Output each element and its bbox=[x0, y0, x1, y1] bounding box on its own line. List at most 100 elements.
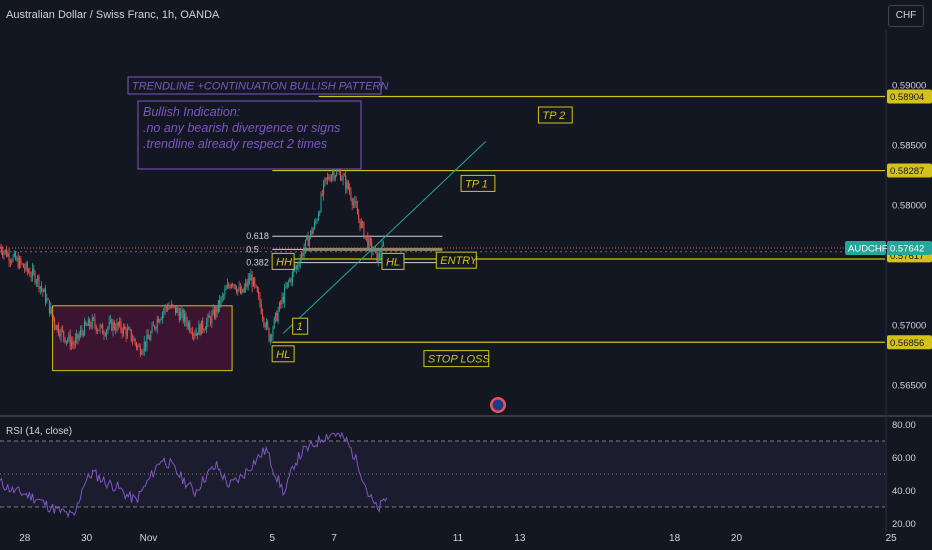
candle-body bbox=[249, 278, 251, 281]
candle-body bbox=[382, 245, 384, 246]
candle-body bbox=[120, 321, 122, 330]
rsi-title[interactable]: RSI (14, close) bbox=[6, 426, 73, 437]
candle-body bbox=[167, 307, 169, 310]
candle-body bbox=[291, 271, 293, 283]
candle-body bbox=[367, 236, 369, 249]
rsi-line bbox=[0, 431, 388, 519]
candle-body bbox=[168, 307, 170, 310]
pattern-title: TRENDLINE +CONTINUATION BULLISH PATTERN bbox=[132, 81, 388, 93]
swing-label-box bbox=[381, 252, 405, 270]
candle-body bbox=[172, 304, 174, 306]
candle-body bbox=[48, 299, 50, 314]
candle-body bbox=[7, 253, 9, 257]
candle-body bbox=[228, 284, 230, 287]
candle-body bbox=[148, 338, 150, 340]
candle-body bbox=[174, 306, 176, 313]
candle-body bbox=[208, 315, 210, 318]
symbol-tag: AUDCHF bbox=[848, 243, 888, 254]
candle-body bbox=[86, 324, 88, 326]
candle-body bbox=[143, 341, 145, 351]
candle-body bbox=[64, 337, 66, 343]
candle-body bbox=[284, 287, 286, 303]
swing-label-box bbox=[292, 317, 309, 335]
fib-level-label: 0.618 bbox=[246, 231, 269, 241]
candle-body bbox=[321, 193, 323, 195]
candle-body bbox=[134, 339, 136, 344]
candle-body bbox=[108, 321, 110, 328]
candle-body bbox=[200, 320, 202, 335]
candle-body bbox=[372, 251, 374, 253]
candle-body bbox=[95, 325, 97, 332]
candle-body bbox=[203, 329, 205, 331]
candle-body bbox=[90, 326, 92, 328]
candle-body bbox=[314, 221, 316, 229]
candle-body bbox=[273, 317, 275, 329]
candle-body bbox=[191, 332, 193, 336]
candle-body bbox=[301, 253, 303, 259]
price-tag-secondary: 0.57617 bbox=[890, 251, 924, 262]
candle-body bbox=[121, 329, 123, 334]
candle-body bbox=[233, 284, 235, 286]
candle-body bbox=[243, 287, 245, 292]
candle-body bbox=[130, 329, 132, 340]
candle-body bbox=[12, 256, 14, 262]
candle-body bbox=[217, 300, 219, 312]
candle-body bbox=[350, 191, 352, 200]
time-tick-label: 11 bbox=[453, 533, 464, 544]
candle-body bbox=[30, 276, 32, 277]
candle-body bbox=[133, 339, 135, 341]
candle-body bbox=[260, 303, 262, 314]
candle-body bbox=[102, 325, 104, 335]
time-tick-label: 30 bbox=[81, 533, 93, 544]
candle-body bbox=[126, 329, 128, 337]
candle-body bbox=[89, 319, 91, 327]
candle-body bbox=[74, 338, 76, 346]
candle-body bbox=[275, 312, 277, 318]
candle-body bbox=[186, 321, 188, 327]
candle-body bbox=[324, 177, 326, 183]
candle-body bbox=[163, 310, 165, 313]
symbol-title[interactable]: Australian Dollar / Swiss Franc, 1h, OAN… bbox=[6, 9, 220, 21]
candle-body bbox=[210, 317, 212, 324]
candle-body bbox=[375, 248, 377, 250]
candle-body bbox=[98, 330, 100, 331]
candle-body bbox=[242, 288, 244, 292]
candle-body bbox=[290, 279, 292, 283]
candle-body bbox=[187, 322, 189, 327]
candle-body bbox=[193, 333, 195, 336]
price-tag-tp-2-box bbox=[887, 89, 932, 104]
candle-body bbox=[376, 249, 378, 263]
candle-body bbox=[202, 320, 204, 330]
candle-body bbox=[198, 324, 200, 336]
candle-body bbox=[247, 278, 249, 287]
candle-body bbox=[159, 319, 161, 323]
candle-body bbox=[371, 241, 373, 253]
candle-body bbox=[219, 300, 221, 306]
candle-body bbox=[142, 350, 144, 354]
indication-line: Bullish Indication: bbox=[143, 105, 240, 119]
level-label: TP 1 bbox=[465, 178, 488, 190]
candle-body bbox=[15, 252, 17, 260]
candle-body bbox=[0, 247, 2, 252]
candle-body bbox=[267, 321, 269, 329]
candle-body bbox=[294, 269, 296, 270]
candle-body bbox=[195, 332, 197, 336]
candle-body bbox=[18, 258, 20, 268]
candle-body bbox=[199, 324, 201, 335]
candle-body bbox=[225, 288, 227, 291]
candle-body bbox=[59, 333, 61, 337]
candle-body bbox=[158, 318, 160, 323]
candle-body bbox=[135, 343, 137, 348]
candle-body bbox=[343, 175, 345, 177]
time-tick-label: 28 bbox=[19, 533, 31, 544]
candle-body bbox=[8, 253, 10, 262]
candle-body bbox=[353, 202, 355, 205]
swing-label: HL bbox=[386, 256, 400, 268]
candle-body bbox=[125, 329, 127, 337]
candle-body bbox=[151, 325, 153, 333]
currency-button[interactable]: CHF bbox=[888, 5, 924, 27]
candle-body bbox=[100, 325, 102, 326]
candle-body bbox=[189, 322, 191, 331]
